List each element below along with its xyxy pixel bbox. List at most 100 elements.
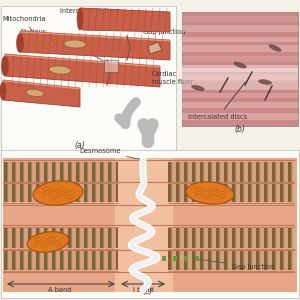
Bar xyxy=(12,250,15,270)
Bar xyxy=(268,228,272,248)
Bar xyxy=(187,228,188,248)
Bar xyxy=(184,162,187,182)
Bar xyxy=(196,184,200,202)
Bar xyxy=(79,184,80,202)
Bar xyxy=(64,162,68,182)
Bar xyxy=(47,162,48,182)
Bar xyxy=(272,184,275,202)
Bar xyxy=(248,162,251,182)
Bar xyxy=(220,228,224,248)
Bar xyxy=(79,250,80,270)
Bar xyxy=(16,228,20,248)
Polygon shape xyxy=(20,31,170,42)
Bar xyxy=(240,184,243,202)
Bar xyxy=(259,250,260,270)
Text: Gap junction: Gap junction xyxy=(199,260,274,270)
Bar xyxy=(39,162,40,182)
Bar xyxy=(182,37,298,42)
Bar xyxy=(248,184,251,202)
Bar xyxy=(108,250,111,270)
Bar xyxy=(176,162,179,182)
Bar xyxy=(243,228,244,248)
Bar xyxy=(235,250,236,270)
Polygon shape xyxy=(3,82,80,107)
Bar xyxy=(180,250,184,270)
Bar xyxy=(276,162,280,182)
Bar xyxy=(64,184,68,202)
Ellipse shape xyxy=(258,79,272,85)
Bar xyxy=(63,228,64,248)
Bar xyxy=(184,184,187,202)
Bar xyxy=(16,250,20,270)
Ellipse shape xyxy=(191,85,205,91)
Bar xyxy=(244,162,248,182)
FancyArrowPatch shape xyxy=(119,102,136,124)
Bar xyxy=(292,250,294,270)
Bar xyxy=(100,228,103,248)
Bar xyxy=(63,250,64,270)
Bar xyxy=(264,162,267,182)
Bar xyxy=(182,102,298,108)
Bar xyxy=(195,250,196,270)
Bar xyxy=(264,250,267,270)
Bar xyxy=(220,250,224,270)
Bar xyxy=(76,228,79,248)
Bar xyxy=(16,162,20,182)
Bar xyxy=(182,82,298,90)
Bar xyxy=(216,228,219,248)
Bar xyxy=(48,250,52,270)
Bar xyxy=(95,162,96,182)
Bar xyxy=(20,228,23,248)
Bar xyxy=(268,184,272,202)
Bar xyxy=(23,162,24,182)
Bar xyxy=(44,184,47,202)
Bar xyxy=(92,228,95,248)
Bar xyxy=(95,184,96,202)
Bar xyxy=(39,250,40,270)
Bar xyxy=(88,184,92,202)
Bar xyxy=(228,250,232,270)
Bar xyxy=(260,228,264,248)
Bar xyxy=(7,184,8,202)
Bar xyxy=(96,184,100,202)
Bar xyxy=(208,162,211,182)
Bar xyxy=(182,93,298,98)
Text: (a): (a) xyxy=(75,141,85,150)
Bar xyxy=(276,184,280,202)
Bar xyxy=(23,184,24,202)
Bar xyxy=(55,184,56,202)
Bar xyxy=(267,250,268,270)
Bar xyxy=(268,250,272,270)
Ellipse shape xyxy=(33,43,37,45)
Bar xyxy=(71,250,72,270)
Bar xyxy=(76,250,79,270)
Bar xyxy=(275,250,276,270)
Bar xyxy=(68,228,71,248)
Bar xyxy=(87,162,88,182)
Bar xyxy=(236,162,240,182)
Bar xyxy=(260,162,264,182)
Bar xyxy=(84,162,87,182)
Bar xyxy=(267,228,268,248)
Bar xyxy=(8,162,12,182)
Bar xyxy=(60,228,63,248)
Bar xyxy=(24,184,28,202)
Ellipse shape xyxy=(26,89,44,97)
Bar xyxy=(104,228,108,248)
Bar xyxy=(251,184,252,202)
Bar xyxy=(180,184,184,202)
Polygon shape xyxy=(5,54,160,68)
Bar xyxy=(211,184,212,202)
Bar xyxy=(116,250,118,270)
Text: Gap junction: Gap junction xyxy=(143,29,185,46)
Bar xyxy=(236,228,240,248)
Polygon shape xyxy=(148,42,162,54)
Bar xyxy=(28,184,31,202)
Bar xyxy=(232,250,235,270)
Bar xyxy=(203,184,204,202)
Bar xyxy=(31,184,32,202)
Bar xyxy=(288,184,291,202)
Bar xyxy=(104,60,118,72)
Bar xyxy=(276,228,280,248)
Bar xyxy=(224,228,227,248)
